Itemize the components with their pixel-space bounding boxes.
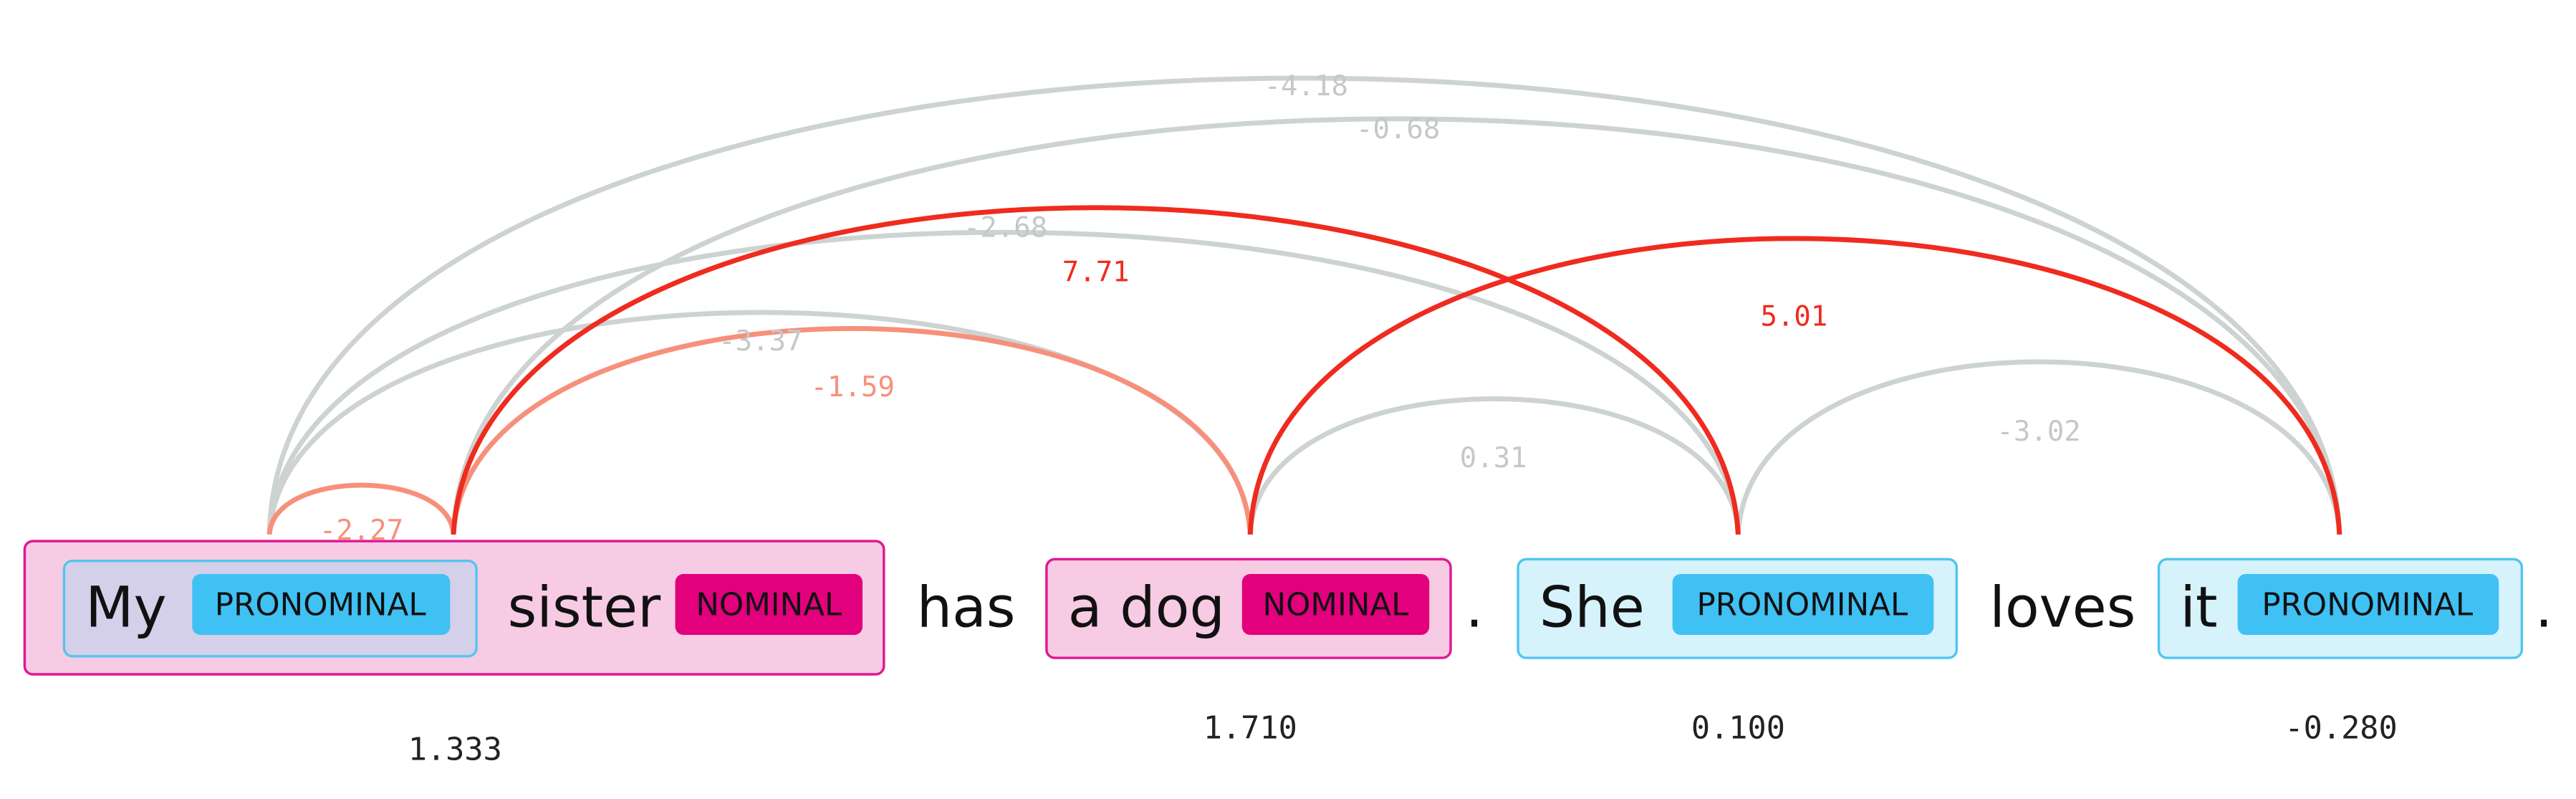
arc-label: -0.68 [1356,113,1440,145]
word-it: it [2180,575,2217,640]
word-my: My [85,575,166,640]
tag-pronominal-she [1672,574,1934,635]
tag-label-my-sister: NOMINAL [696,587,842,623]
word-has: has [917,575,1016,640]
arc-label: -1.59 [811,371,895,403]
arc-a-dog-she [1247,396,1741,535]
arc-label: -3.02 [1996,416,2080,448]
word-loves: loves [1989,575,2135,640]
tag-label-she: PRONOMINAL [1696,587,1908,623]
word-period: . [2535,575,2553,640]
score-she: 0.100 [1691,711,1785,747]
tag-label-my: PRONOMINAL [215,587,427,623]
arc-my-sister-it [451,116,2342,535]
mention-scores: 1.333 1.710 0.100 -0.280 [408,711,2398,768]
tag-nominal-a-dog [1241,574,1430,635]
arc-my-sister-a-dog [451,326,1253,535]
tag-label-it: PRONOMINAL [2262,587,2474,623]
score-my-sister: 1.333 [408,732,502,767]
arc-my-sister-she [451,205,1741,535]
arc-my-my-sister [266,482,456,535]
tag-label-a-dog: NOMINAL [1263,587,1410,623]
score-a-dog: 1.710 [1203,711,1297,747]
arc-my-it [266,75,2342,535]
arc-label: 7.71 [1062,256,1130,288]
word-a-dog: a dog [1068,575,1225,640]
arc-label: 5.01 [1760,300,1827,332]
word-period: . [1466,575,1484,640]
tag-pronominal-my [192,574,451,635]
tag-pronominal-it [2237,574,2499,635]
arcs [266,75,2342,535]
arc-label: -3.37 [719,325,802,358]
score-it: -0.280 [2284,711,2397,747]
arc-labels: -4.18 -0.68 -2.68 7.71 5.01 -3.37 -1.59 … [319,70,2081,547]
word-she: She [1539,575,1645,640]
arc-label: -2.68 [963,211,1047,244]
arc-label: 0.31 [1460,442,1527,474]
tag-nominal-my-sister [675,574,863,635]
arc-my-she [266,229,1741,535]
word-sister: sister [508,575,661,640]
arc-a-dog-it [1247,236,2342,535]
arc-label: -4.18 [1264,70,1348,102]
arc-she-it [1735,359,2342,535]
